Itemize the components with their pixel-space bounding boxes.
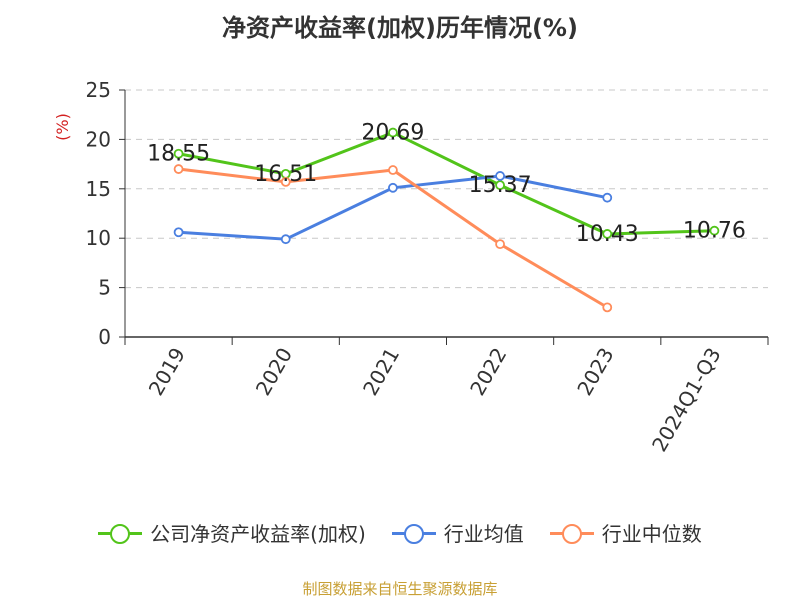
data-point: [495, 239, 505, 250]
x-tick-label: 2023: [572, 344, 618, 400]
legend-item[interactable]: 行业均值: [391, 518, 524, 547]
x-tick-label: 2020: [251, 344, 297, 400]
data-point: [495, 180, 505, 191]
legend-symbol: [98, 523, 143, 544]
legend-label: 行业均值: [443, 522, 524, 546]
y-tick-label: 25: [86, 78, 111, 102]
legend-label: 行业中位数: [601, 522, 702, 546]
chart-title: 净资产收益率(加权)历年情况(%): [222, 14, 578, 42]
legend-marker: [110, 523, 131, 544]
x-tick-label: 2022: [465, 344, 511, 400]
legend: 公司净资产收益率(加权) 行业均值 行业中位数: [0, 518, 800, 547]
data-point: [173, 148, 184, 159]
y-tick-label: 5: [98, 276, 111, 300]
x-tick-label: 2024Q1-Q3: [647, 344, 726, 456]
data-point: [602, 302, 613, 313]
legend-item[interactable]: 公司净资产收益率(加权): [98, 518, 366, 547]
data-label: 16.51: [254, 162, 317, 187]
data-point: [173, 227, 184, 238]
y-tick-label: 0: [98, 325, 111, 349]
legend-symbol: [549, 523, 594, 544]
data-label: 20.69: [361, 121, 424, 146]
data-label: 10.43: [576, 222, 639, 247]
data-point: [602, 229, 613, 239]
data-point: [495, 171, 505, 181]
data-point: [388, 182, 398, 193]
data-label: 10.76: [683, 219, 746, 244]
x-tick-label: 2019: [144, 344, 190, 400]
data-point: [388, 127, 398, 138]
series-layer: [173, 127, 720, 313]
legend-item[interactable]: 行业中位数: [549, 518, 702, 547]
data-labels: 18.55 16.51 20.69 15.37 10.43 10.76: [147, 121, 746, 247]
source-note: 制图数据来自恒生聚源数据库: [302, 580, 498, 598]
y-axis-label: (%): [53, 113, 72, 141]
data-point: [602, 192, 613, 203]
y-tick-label: 15: [86, 177, 111, 201]
data-point: [709, 225, 720, 236]
grid-lines: [125, 89, 768, 289]
data-label: 18.55: [147, 142, 210, 167]
y-tick-label: 20: [86, 127, 111, 151]
data-point: [280, 234, 291, 245]
data-label: 15.37: [469, 173, 532, 198]
legend-marker: [403, 523, 424, 544]
y-tick-label: 10: [86, 226, 111, 250]
x-tick-label: 2021: [358, 344, 404, 400]
data-point: [388, 165, 398, 175]
data-point: [280, 176, 291, 187]
legend-label: 公司净资产收益率(加权): [150, 522, 366, 546]
legend-marker: [561, 523, 582, 544]
series-line: [178, 131, 715, 236]
legend-symbol: [391, 523, 436, 544]
data-point: [173, 164, 184, 174]
